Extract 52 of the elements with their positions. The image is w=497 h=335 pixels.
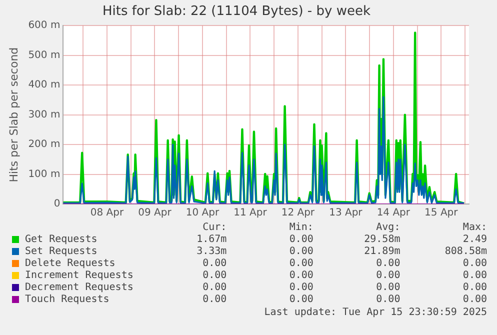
text: 0.00 [462, 258, 488, 268]
y-tick-label: 300 m [28, 109, 60, 120]
text: Avg: [375, 222, 400, 233]
text: 0.00 [288, 258, 314, 268]
text: 0.00 [202, 282, 227, 292]
legend-label: Increment Requests [25, 270, 134, 280]
text: 0.00 [288, 270, 314, 280]
text: 0.00 [288, 234, 314, 244]
x-tick-label: 09 Apr [138, 208, 172, 219]
text: 29.58m [363, 234, 400, 244]
text: 2.49 [462, 234, 488, 244]
text: 3.33m [196, 246, 227, 256]
text: 0.00 [202, 258, 227, 268]
text: 0.00 [462, 282, 488, 292]
x-tick-label: 13 Apr [329, 208, 364, 219]
text: Cur: [202, 222, 227, 233]
text: 0.00 [375, 294, 400, 304]
text: 0.00 [375, 270, 400, 280]
y-tick-label: 200 m [28, 139, 60, 150]
x-tick-label: 12 Apr [281, 208, 316, 219]
text: 0.00 [375, 282, 400, 292]
y-tick-label: 100 m [28, 168, 60, 180]
text: 0.00 [202, 294, 227, 304]
y-tick-label: 500 m [28, 50, 60, 61]
text: 0.00 [375, 258, 400, 268]
text: 808.58m [444, 246, 488, 256]
x-tick-label: 15 Apr [424, 208, 459, 219]
text: 0.00 [462, 294, 488, 304]
x-tick-label: 10 Apr [186, 208, 220, 219]
chart-title: Hits for Slab: 22 (11104 Bytes) - by week [102, 4, 371, 20]
legend-label: Get Requests [25, 234, 98, 244]
x-tick-label: 08 Apr [90, 208, 124, 219]
legend-label: Delete Requests [25, 258, 116, 268]
text: 0.00 [462, 270, 488, 280]
text: 0.00 [288, 282, 314, 292]
text: 21.89m [363, 246, 400, 256]
text: 0.00 [288, 294, 314, 304]
legend-label: Set Requests [25, 246, 98, 256]
text: Last update: Tue Apr 15 23:30:59 2025 [263, 307, 487, 318]
y-axis-title: Hits per Slab per second [7, 47, 20, 182]
legend-label: Decrement Requests [25, 282, 134, 292]
y-tick-label: 400 m [28, 80, 60, 91]
y-tick-label: 0 [54, 198, 60, 210]
y-tick-label: 600 m [28, 20, 60, 32]
legend-label: Touch Requests [25, 294, 110, 304]
text: 1.67m [196, 234, 227, 244]
x-tick-label: 14 Apr [376, 208, 411, 219]
text: Max: [462, 222, 488, 233]
x-tick-label: 11 Apr [234, 208, 268, 219]
text: 0.00 [202, 270, 227, 280]
text: Min: [288, 222, 314, 233]
text: 0.00 [288, 246, 314, 256]
